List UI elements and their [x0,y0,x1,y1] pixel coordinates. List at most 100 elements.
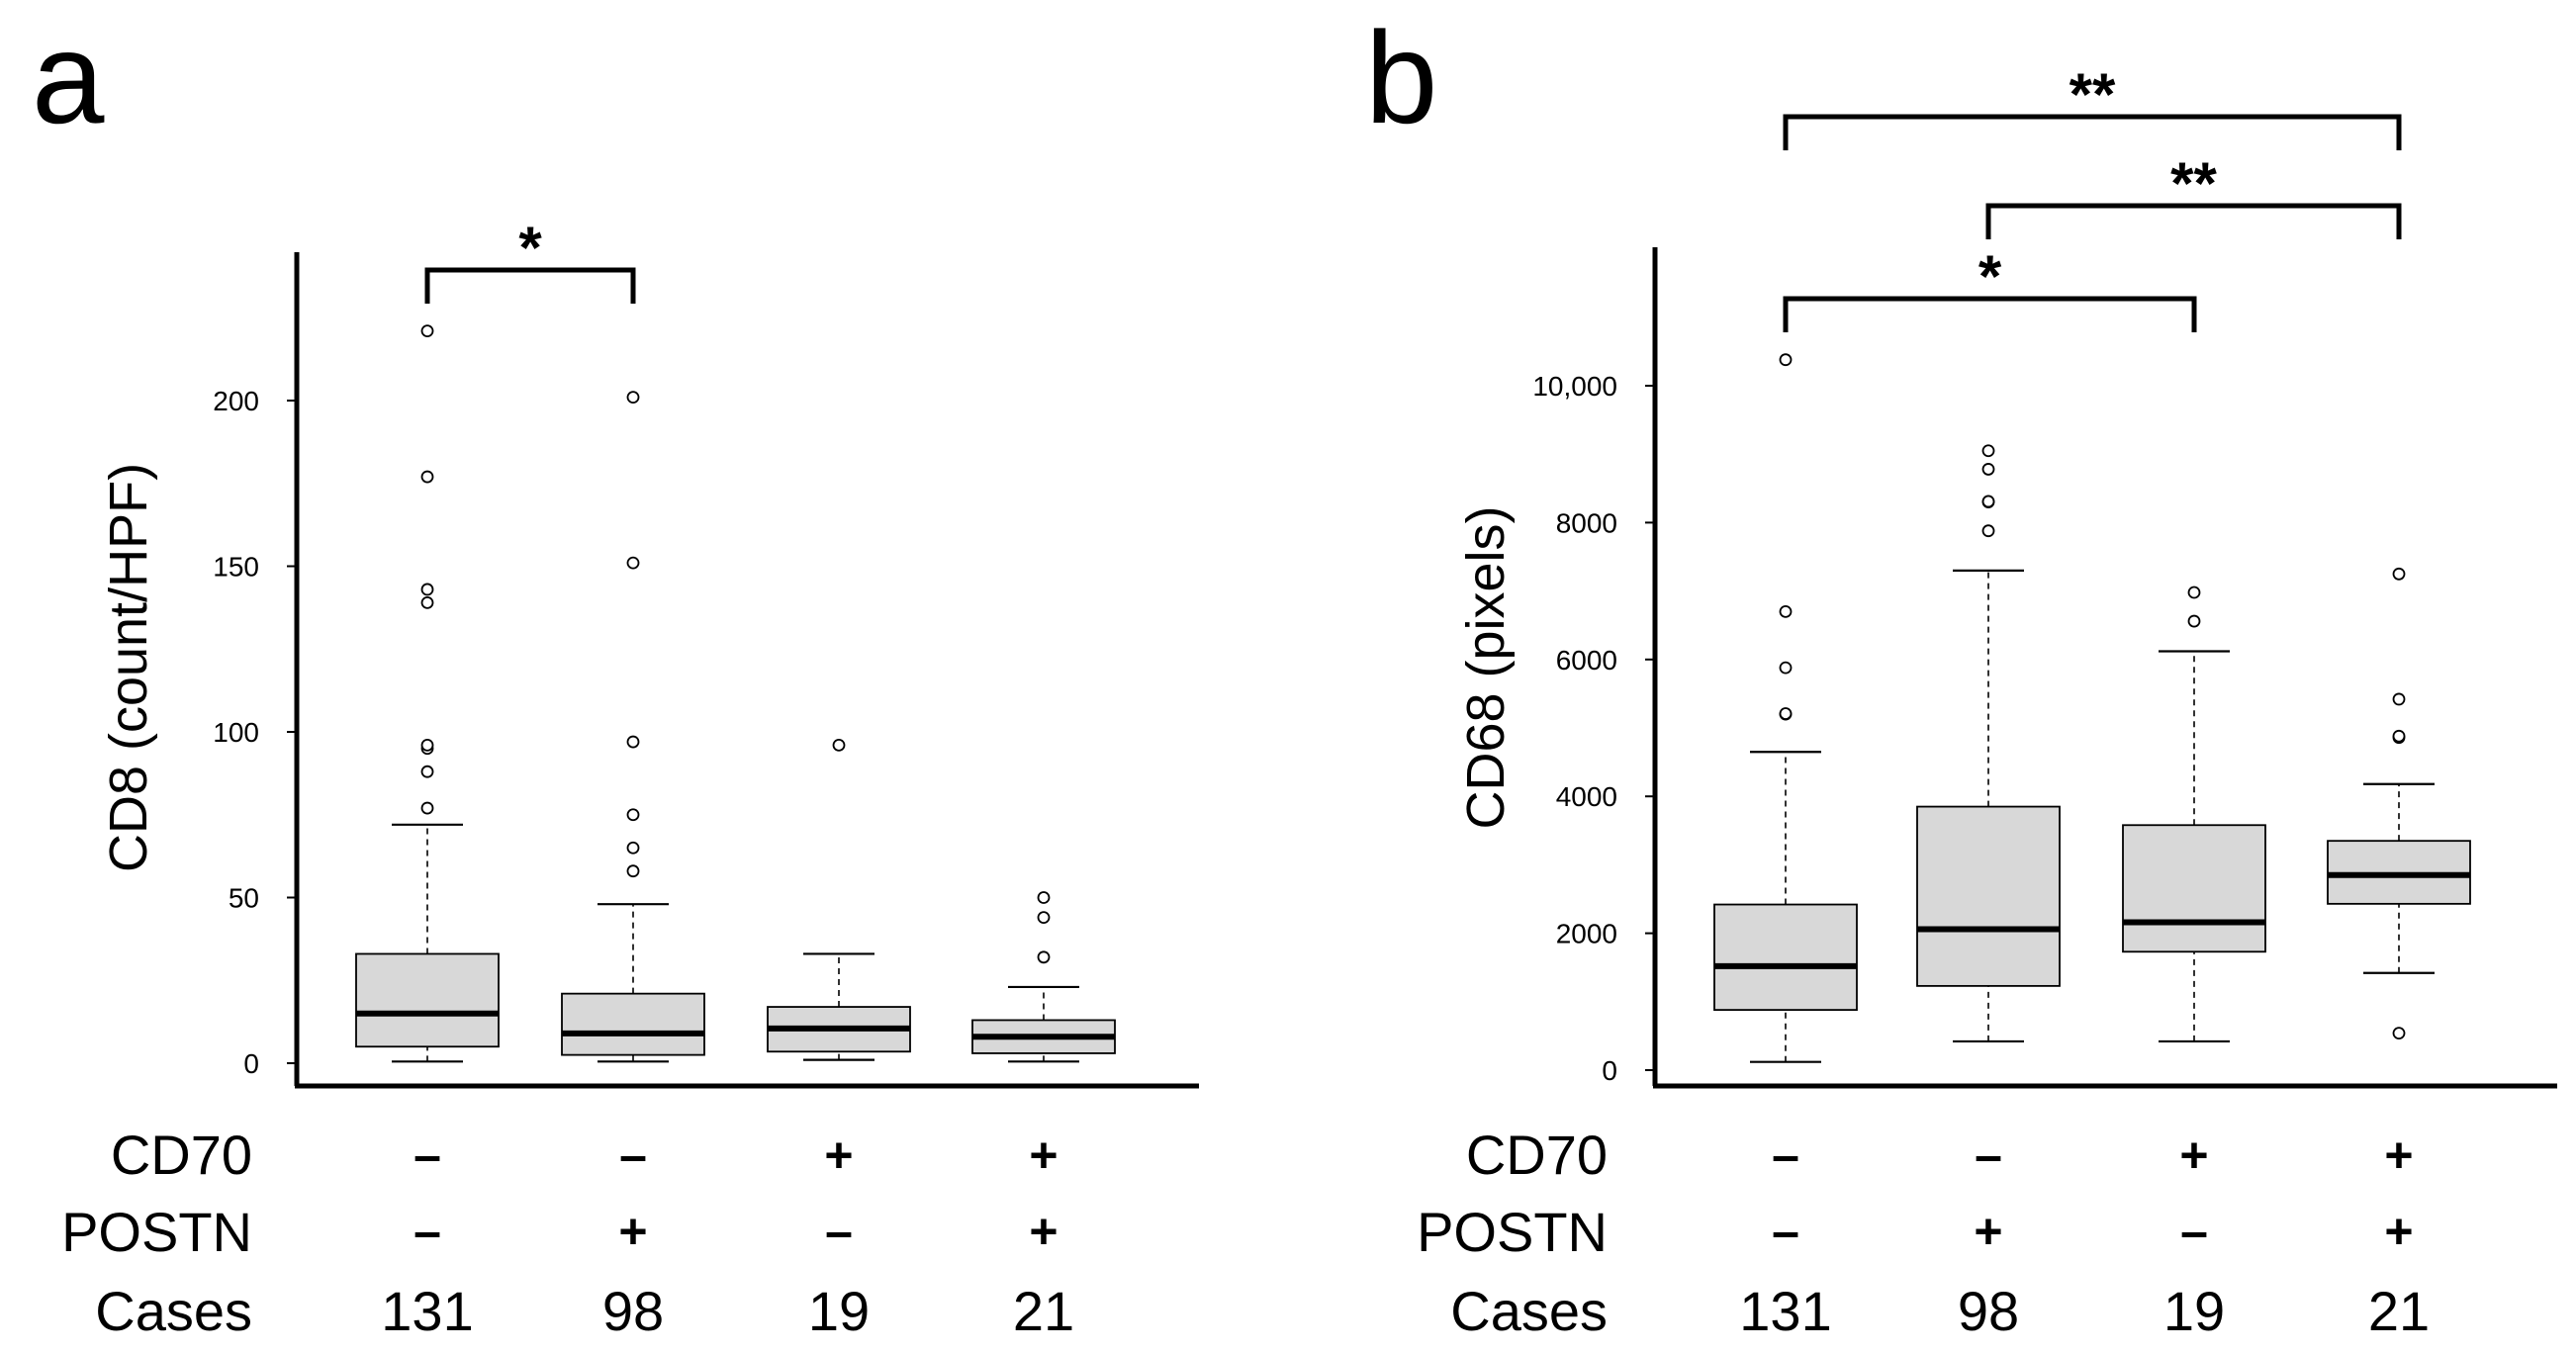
significance-label: ** [2170,150,2217,217]
postn-level: – [414,1204,441,1259]
outlier-point [2392,692,2406,706]
outlier-point [1779,604,1793,618]
postn-level: – [1772,1204,1799,1259]
iqr-box [1713,903,1858,1012]
y-tick-label: 8000 [1556,507,1617,538]
outlier-point [420,324,434,338]
y-axis-title: CD8 (count/HPF) [99,463,158,872]
outlier-point [626,841,640,855]
significance-label: ** [2070,61,2116,128]
outlier-point [1779,353,1793,367]
outlier-point [1037,950,1051,964]
outlier-point [626,735,640,749]
postn-level: + [1029,1204,1058,1259]
outlier-point [626,391,640,405]
outlier-point [1981,463,1995,476]
case-count: 131 [1739,1280,1831,1342]
significance-bracket [1985,203,2402,239]
outlier-point [420,739,434,752]
outlier-point [420,470,434,484]
outlier-point [420,595,434,609]
cd70-level: – [1772,1128,1799,1183]
outlier-point [1981,495,1995,508]
y-tick-label: 100 [213,717,259,748]
outlier-point [2187,586,2201,599]
row-label-postn: POSTN [61,1201,252,1263]
outlier-point [1037,891,1051,904]
y-tick-label: 0 [1602,1055,1617,1086]
postn-level: + [1974,1204,2002,1259]
row-label-cases: Cases [1450,1280,1608,1342]
panel-label: b [1365,5,1437,150]
box-group [1713,353,1858,1063]
y-tick-label: 200 [213,386,259,416]
cd70-level: + [824,1128,853,1183]
iqr-box [1916,805,2061,987]
outlier-point [2392,567,2406,581]
case-count: 98 [1958,1280,2019,1342]
outlier-point [1981,444,1995,458]
case-count: 19 [808,1280,870,1342]
cd70-level: – [619,1128,647,1183]
box-group [1916,444,2061,1043]
outlier-point [626,864,640,878]
y-axis-title: CD68 (pixels) [1456,505,1516,829]
panel-b: b CD68 (pixels) 0 2000 4000 6000 8000 10,000 – – 1… [1365,5,2557,1342]
case-count: 19 [2163,1280,2225,1342]
row-label-cd70: CD70 [1466,1124,1608,1186]
significance-bracket [424,267,636,304]
significance-bracket [1783,296,2197,332]
iqr-box [2122,824,2266,953]
box-group [767,739,911,1061]
row-label-cases: Cases [95,1280,252,1342]
cd70-level: + [2384,1128,2413,1183]
box-group [355,324,500,1063]
box-group [971,891,1116,1063]
outlier-point [420,801,434,815]
outlier-point [626,556,640,570]
cd70-level: + [2179,1128,2208,1183]
outlier-point [2392,729,2406,743]
box-group [2122,586,2266,1043]
y-tick-label: 50 [229,883,259,914]
cd70-level: – [1975,1128,2002,1183]
y-tick-label: 6000 [1556,645,1617,676]
panel-a: a CD8 (count/HPF) 0 50 100 150 200 – – 131 – +98 + – 1… [32,5,1199,1342]
outlier-point [2392,1027,2406,1040]
y-tick-label: 150 [213,552,259,583]
y-tick-label: 2000 [1556,919,1617,949]
postn-level: + [618,1204,647,1259]
outlier-point [2187,614,2201,628]
outlier-point [832,739,846,752]
postn-level: + [2384,1204,2413,1259]
iqr-box [355,952,500,1048]
postn-level: – [825,1204,853,1259]
row-label-cd70: CD70 [111,1124,252,1186]
row-label-postn: POSTN [1417,1201,1608,1263]
cd70-level: + [1029,1128,1058,1183]
case-count: 98 [602,1280,664,1342]
outlier-point [420,583,434,596]
y-tick-label: 4000 [1556,781,1617,812]
y-tick-label: 10,000 [1532,371,1617,402]
iqr-box [561,992,705,1056]
case-count: 21 [2368,1280,2430,1342]
box-group [2327,567,2471,1040]
panel-label: a [32,5,105,150]
postn-level: – [2180,1204,2208,1259]
case-count: 131 [381,1280,473,1342]
cd70-level: – [414,1128,441,1183]
y-tick-label: 0 [243,1048,259,1079]
outlier-point [1779,707,1793,720]
outlier-point [626,808,640,822]
box-group [561,391,705,1063]
case-count: 21 [1013,1280,1074,1342]
outlier-point [420,765,434,778]
outlier-point [1037,911,1051,924]
significance-label: * [518,215,542,281]
significance-bracket [1783,114,2402,150]
outlier-point [1779,661,1793,675]
outlier-point [1981,524,1995,538]
significance-label: * [1978,243,2002,310]
